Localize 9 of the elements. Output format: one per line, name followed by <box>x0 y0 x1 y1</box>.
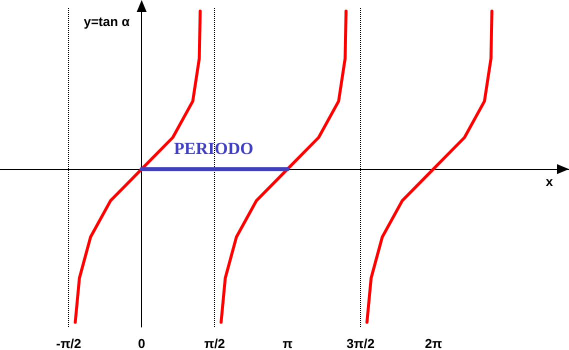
x-tick-label: 3π/2 <box>346 336 375 350</box>
x-tick-label: 0 <box>138 336 146 350</box>
x-tick-label: 2π <box>424 336 442 350</box>
x-tick-label: -π/2 <box>56 336 82 350</box>
annotation: PERIODO <box>174 139 254 158</box>
x-tick-label: π/2 <box>204 336 226 350</box>
y-axis-title: y=tan α <box>84 14 130 29</box>
x-axis-title: x <box>546 174 554 190</box>
x-tick-label: π <box>282 336 293 350</box>
